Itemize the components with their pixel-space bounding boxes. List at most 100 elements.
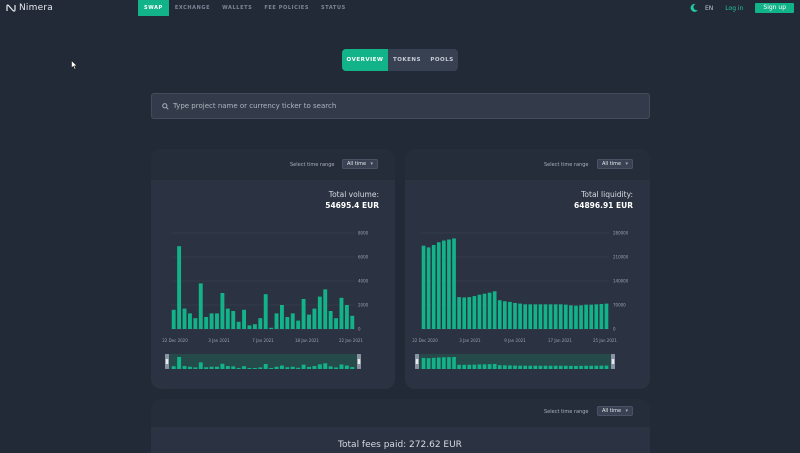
volume-bar [307, 314, 311, 329]
volume-total-value: 54695.4 EUR [325, 201, 379, 210]
tab-overview[interactable]: OVERVIEW [342, 49, 388, 71]
liquidity-chart[interactable]: 0 70000 140000 210000 280000 22 Dec 2020 3 Jan… [405, 149, 650, 389]
liquidity-x-tick: 25 Jan 2021 [593, 338, 617, 343]
nav-wallets[interactable]: WALLETS [222, 5, 253, 11]
volume-chart[interactable]: 0 2000 4000 6000 8000 22 Dec 2020 3 Jan 2021 7 … [151, 149, 395, 389]
moon-icon[interactable] [689, 3, 699, 13]
nav-fee-policies[interactable]: FEE POLICIES [264, 5, 310, 11]
liquidity-bar [584, 304, 588, 329]
tab-pools[interactable]: POOLS [430, 57, 454, 63]
tab-tokens[interactable]: TOKENS [392, 57, 421, 63]
liquidity-bar [452, 238, 456, 329]
volume-nav-bar [236, 367, 241, 369]
volume-nav-bar [263, 363, 268, 369]
volume-x-tick: 22 Jan 2021 [339, 338, 363, 343]
mouse-cursor-icon [71, 60, 78, 70]
volume-bar [328, 311, 333, 329]
brand-logo[interactable]: Nimera [6, 1, 53, 15]
volume-bar [209, 313, 214, 329]
fees-card-header [151, 399, 650, 427]
volume-nav-bar [307, 366, 311, 369]
search-input[interactable] [173, 102, 633, 110]
volume-bar [204, 317, 209, 329]
volume-nav-bar [215, 366, 219, 369]
volume-range-select[interactable]: All time ▾ [342, 159, 378, 169]
volume-bar [193, 318, 198, 329]
liquidity-bar [482, 293, 487, 329]
liquidity-bar [589, 304, 594, 329]
volume-bar [182, 308, 187, 329]
volume-nav-grip-icon [165, 359, 169, 364]
liquidity-nav-bar [543, 365, 548, 369]
volume-nav-bar [334, 367, 339, 369]
volume-bar [301, 299, 306, 329]
liquidity-nav-bar [594, 365, 599, 369]
liquidity-bar [503, 301, 507, 329]
volume-nav-bar [231, 366, 236, 369]
login-link[interactable]: Log in [725, 4, 744, 12]
volume-nav-bar [242, 366, 247, 369]
liquidity-nav-bar [513, 365, 517, 369]
signup-button[interactable]: Sign up [755, 3, 794, 13]
volume-total-label: Total volume: [328, 190, 379, 199]
liquidity-nav-bar [421, 357, 426, 369]
liquidity-nav-bar [604, 365, 609, 369]
chevron-down-icon: ▾ [370, 161, 373, 167]
liquidity-nav-bar [436, 357, 441, 369]
liquidity-nav-bar [462, 364, 467, 369]
liquidity-bar [508, 301, 512, 329]
liquidity-bar [436, 242, 441, 329]
volume-bar [187, 313, 192, 329]
liquidity-nav-bar [482, 364, 487, 369]
liquidity-nav-bar [508, 365, 512, 369]
fees-range-select[interactable]: All time ▾ [597, 406, 633, 416]
main-nav: SWAP EXCHANGE WALLETS FEE POLICIES STATU… [138, 0, 352, 16]
liquidity-nav-bar [523, 365, 527, 369]
liquidity-nav-bar [558, 365, 563, 369]
volume-y-tick: 8000 [358, 231, 369, 236]
liquidity-range-select[interactable]: All time ▾ [597, 159, 633, 169]
nav-exchange[interactable]: EXCHANGE [174, 5, 211, 11]
volume-nav-bar [339, 364, 344, 369]
liquidity-nav-bar [457, 364, 461, 369]
liquidity-nav-bar [553, 365, 558, 369]
liquidity-bar [548, 304, 553, 329]
volume-nav-bar [312, 366, 317, 369]
liquidity-x-tick: 22 Dec 2020 [412, 338, 438, 343]
volume-nav-bar [193, 367, 198, 369]
liquidity-range-value: All time [602, 161, 622, 167]
liquidity-bar [472, 296, 477, 329]
volume-bar [339, 297, 344, 329]
liquidity-bar [558, 304, 563, 329]
liquidity-nav-bar [452, 357, 456, 369]
volume-bar [177, 246, 182, 329]
overview-tabs: OVERVIEW TOKENS POOLS [342, 49, 458, 71]
volume-nav-bar [187, 366, 192, 369]
volume-nav-bar [225, 366, 230, 369]
language-selector[interactable]: EN [705, 4, 714, 12]
liquidity-nav-bar [431, 357, 436, 369]
volume-nav-bar [290, 366, 295, 369]
volume-bar [317, 296, 322, 329]
volume-nav-bar [317, 364, 322, 369]
liquidity-nav-bar [569, 365, 573, 369]
volume-bar [269, 327, 274, 329]
liquidity-y-tick: 70000 [613, 303, 626, 308]
liquidity-bar [462, 297, 467, 329]
fees-range-label: Select time range [544, 409, 589, 415]
liquidity-bar [457, 297, 461, 329]
liquidity-nav-grip-icon [611, 359, 615, 364]
nav-swap[interactable]: SWAP [138, 0, 169, 16]
fees-total: Total fees paid: 272.62 EUR [338, 440, 462, 450]
volume-bar [247, 325, 252, 329]
liquidity-bar [442, 240, 446, 329]
volume-nav-bar [247, 368, 252, 369]
volume-nav-bar [220, 363, 225, 369]
liquidity-y-tick: 0 [613, 327, 616, 332]
liquidity-bar [513, 302, 517, 329]
liquidity-nav-bar [589, 365, 594, 369]
nav-status[interactable]: STATUS [321, 5, 346, 11]
liquidity-nav-bar [497, 365, 502, 369]
volume-bar [225, 308, 230, 329]
volume-bar [344, 305, 349, 329]
